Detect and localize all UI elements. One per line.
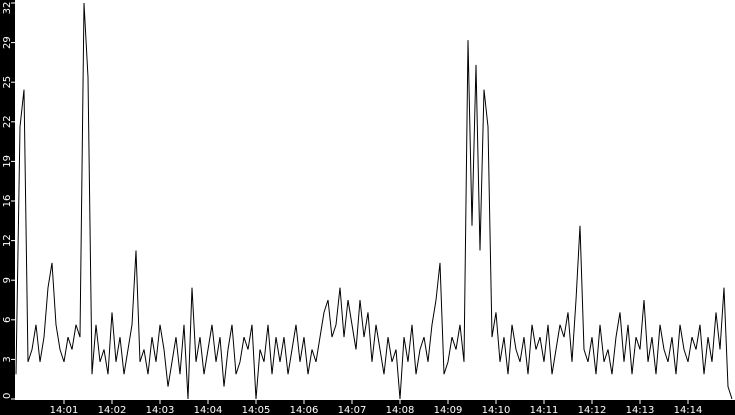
x-tick-label: 14:09 [434,405,463,415]
y-tick-label: 9 [2,277,13,283]
x-tick-label: 14:05 [242,405,271,415]
x-axis: 14:01 14:02 14:03 14:04 14:05 14:06 14:07 14:08… [50,400,703,415]
y-tick-label: 32 [2,2,13,15]
x-tick-label: 14:10 [482,405,511,415]
y-tick-label: 3 [2,356,13,362]
x-tick-label: 14:13 [626,405,655,415]
y-tick-label: 16 [2,195,13,208]
x-tick-label: 14:02 [98,405,127,415]
x-tick-label: 14:08 [386,405,415,415]
x-tick-label: 14:01 [50,405,79,415]
y-tick-label: 12 [2,234,13,247]
plot-area [15,0,735,400]
y-tick-label: 29 [2,36,13,49]
x-tick-label: 14:12 [578,405,607,415]
y-tick-label: 25 [2,76,13,89]
y-tick-label: 6 [2,317,13,323]
x-tick-label: 14:03 [146,405,175,415]
y-axis: 0 3 6 9 12 16 19 22 25 29 32 [2,2,15,400]
x-tick-label: 14:11 [530,405,559,415]
x-tick-label: 14:04 [194,405,223,415]
y-tick-label: 19 [2,155,13,168]
x-tick-label: 14:07 [338,405,367,415]
x-tick-label: 14:14 [674,405,703,415]
y-tick-label: 22 [2,115,13,128]
y-tick-label: 0 [2,393,13,399]
x-tick-label: 14:06 [290,405,319,415]
series-line [15,2,733,400]
